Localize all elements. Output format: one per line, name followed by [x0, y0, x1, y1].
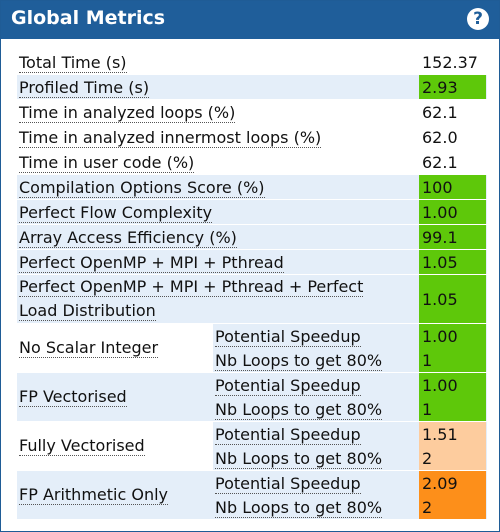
metric-label[interactable]: Perfect OpenMP + MPI + Pthread [19, 252, 284, 273]
speedup-value: 1.00 [419, 324, 486, 348]
metric-row-time-innermost: Time in analyzed innermost loops (%) 62.… [17, 125, 487, 150]
group-label[interactable]: FP Arithmetic Only [19, 485, 168, 505]
metric-value: 99.1 [419, 225, 486, 249]
loops-value: 1 [419, 348, 486, 372]
loops-row: Nb Loops to get 80% 1 [213, 397, 487, 421]
metrics-table: Total Time (s) 152.37 Profiled Time (s) … [17, 50, 487, 520]
group-label[interactable]: No Scalar Integer [19, 338, 159, 358]
panel-title: Global Metrics [11, 7, 166, 29]
metric-label[interactable]: Time in analyzed loops (%) [19, 102, 236, 123]
group-fp-vectorised: FP Vectorised Potential Speedup 1.00 Nb … [17, 373, 487, 422]
metric-label[interactable]: Perfect Flow Complexity [19, 202, 213, 223]
panel-header: Global Metrics ? [1, 1, 499, 39]
metric-label[interactable]: Total Time (s) [19, 52, 127, 73]
speedup-value: 1.51 [419, 422, 486, 446]
metric-value: 152.37 [422, 52, 478, 72]
speedup-row: Potential Speedup 1.51 [213, 422, 487, 446]
speedup-row: Potential Speedup 1.00 [213, 324, 487, 348]
speedup-row: Potential Speedup 2.09 [213, 471, 487, 495]
metric-row-compilation: Compilation Options Score (%) 100 [17, 175, 487, 200]
metric-row-time-loops: Time in analyzed loops (%) 62.1 [17, 100, 487, 125]
metric-label-line2[interactable]: Load Distribution [19, 301, 156, 321]
loops-label[interactable]: Nb Loops to get 80% [215, 399, 383, 420]
metric-label[interactable]: Compilation Options Score (%) [19, 177, 265, 198]
metric-value: 2.93 [419, 75, 486, 99]
speedup-label[interactable]: Potential Speedup [215, 375, 361, 396]
metric-row-openmp-load: Perfect OpenMP + MPI + Pthread + Perfect… [17, 275, 487, 324]
loops-row: Nb Loops to get 80% 2 [213, 446, 487, 470]
metric-row-profiled-time: Profiled Time (s) 2.93 [17, 75, 487, 100]
group-fully-vectorised: Fully Vectorised Potential Speedup 1.51 … [17, 422, 487, 471]
speedup-value: 1.00 [419, 373, 486, 397]
metric-value: 62.1 [422, 102, 458, 122]
group-label[interactable]: FP Vectorised [19, 387, 127, 407]
metric-row-total-time: Total Time (s) 152.37 [17, 50, 487, 75]
metric-value: 100 [419, 175, 486, 199]
metric-value: 1.05 [419, 275, 486, 323]
metric-value: 62.0 [422, 127, 458, 147]
speedup-value: 2.09 [419, 471, 486, 495]
loops-value: 1 [419, 397, 486, 421]
metric-row-flow: Perfect Flow Complexity 1.00 [17, 200, 487, 225]
metric-row-time-user: Time in user code (%) 62.1 [17, 150, 487, 175]
group-no-scalar-integer: No Scalar Integer Potential Speedup 1.00… [17, 324, 487, 373]
loops-label[interactable]: Nb Loops to get 80% [215, 350, 383, 371]
speedup-label[interactable]: Potential Speedup [215, 424, 361, 445]
metric-label[interactable]: Array Access Efficiency (%) [19, 227, 237, 248]
metric-label[interactable]: Time in user code (%) [19, 152, 195, 173]
group-label[interactable]: Fully Vectorised [19, 436, 145, 456]
loops-row: Nb Loops to get 80% 2 [213, 495, 487, 519]
metric-value: 1.05 [419, 250, 486, 274]
loops-label[interactable]: Nb Loops to get 80% [215, 448, 383, 469]
metric-label[interactable]: Time in analyzed innermost loops (%) [19, 127, 322, 148]
speedup-label[interactable]: Potential Speedup [215, 473, 361, 494]
loops-row: Nb Loops to get 80% 1 [213, 348, 487, 372]
question-icon[interactable]: ? [467, 8, 489, 30]
metric-value: 1.00 [419, 200, 486, 224]
loops-label[interactable]: Nb Loops to get 80% [215, 497, 383, 518]
metric-label[interactable]: Perfect OpenMP + MPI + Pthread + Perfect [19, 277, 364, 297]
metric-value: 62.1 [422, 152, 458, 172]
metric-row-openmp: Perfect OpenMP + MPI + Pthread 1.05 [17, 250, 487, 275]
loops-value: 2 [419, 495, 486, 519]
group-fp-arithmetic-only: FP Arithmetic Only Potential Speedup 2.0… [17, 471, 487, 520]
loops-value: 2 [419, 446, 486, 470]
metric-label[interactable]: Profiled Time (s) [19, 77, 150, 98]
speedup-label[interactable]: Potential Speedup [215, 326, 361, 347]
metric-row-array-access: Array Access Efficiency (%) 99.1 [17, 225, 487, 250]
speedup-row: Potential Speedup 1.00 [213, 373, 487, 397]
